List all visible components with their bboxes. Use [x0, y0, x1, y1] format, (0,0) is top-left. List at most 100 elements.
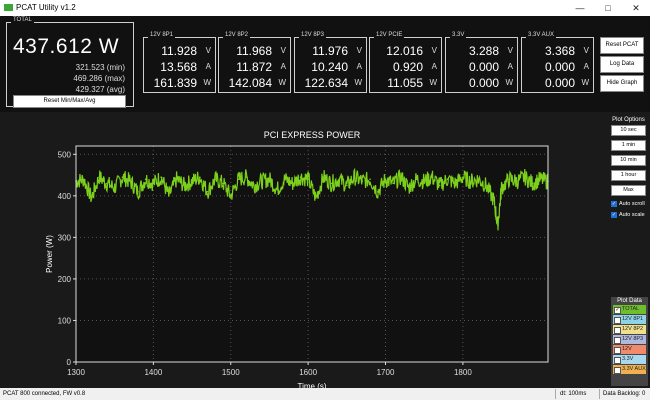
data-point [90, 197, 93, 199]
range-10min-button[interactable]: 10 min [611, 155, 646, 166]
amp-unit: A [583, 62, 589, 71]
rail-power: 11.055 [387, 76, 423, 90]
data-point [477, 178, 480, 181]
connection-status: PCAT 800 connected, FW v0.8 [3, 391, 86, 397]
series-checkbox[interactable] [614, 367, 621, 374]
data-point [82, 178, 85, 181]
series-label: 12V 8P2 [622, 326, 644, 332]
plot-series-toggle[interactable]: ✓ TOTAL [613, 305, 646, 314]
range-1hour-button[interactable]: 1 hour [611, 170, 646, 181]
total-avg: 429.327 (avg) [75, 85, 125, 94]
range-10sec-button[interactable]: 10 sec [611, 125, 646, 136]
chart-title: PCI EXPRESS POWER [264, 130, 361, 140]
plot-series-toggle[interactable]: 12V 8P3 [613, 335, 646, 344]
data-point [523, 176, 526, 178]
maximize-icon[interactable]: □ [605, 3, 611, 13]
data-point [330, 182, 333, 185]
amp-unit: A [205, 62, 211, 71]
log-data-button[interactable]: Log Data [600, 56, 644, 73]
series-checkbox[interactable] [614, 327, 621, 334]
data-point [229, 195, 232, 197]
plot-series-toggle[interactable]: 12V PCIE [613, 345, 646, 361]
data-point [438, 184, 441, 187]
auto-scroll-checkbox[interactable]: ✓ Auto scroll [611, 200, 646, 209]
rail-voltage: 11.968 [236, 44, 272, 58]
rail-current: 0.000 [544, 60, 575, 74]
window-title: PCAT Utility v1.2 [16, 3, 76, 12]
data-point [485, 184, 487, 187]
data-point [446, 178, 449, 181]
data-point [144, 178, 147, 181]
total-label: TOTAL [11, 17, 34, 23]
status-bar: PCAT 800 connected, FW v0.8 dt: 100ms Da… [0, 388, 650, 400]
rail-voltage: 12.016 [386, 44, 423, 58]
data-backlog: Data Backlog: 0 [603, 391, 646, 397]
series-checkbox[interactable] [614, 357, 621, 364]
data-point [199, 176, 201, 178]
plot-series-toggle[interactable]: 3.3V [613, 355, 646, 364]
data-point [454, 182, 456, 185]
data-point [423, 180, 425, 183]
series-label: 12V 8P3 [622, 336, 644, 342]
range-1min-button[interactable]: 1 min [611, 140, 646, 151]
data-point [315, 197, 317, 199]
series-checkbox[interactable]: ✓ [614, 307, 621, 314]
hide-graph-button[interactable]: Hide Graph [600, 75, 644, 92]
app-icon [4, 4, 13, 11]
data-point [469, 180, 472, 183]
x-axis-label: Time (s) [297, 382, 326, 388]
x-tick-label: 1400 [144, 368, 162, 377]
rail-current: 10.240 [311, 60, 348, 74]
rail-label: 3.3V AUX [526, 32, 557, 38]
series-label: 3.3V [622, 356, 634, 362]
volt-unit: V [356, 46, 362, 55]
data-point [369, 178, 371, 181]
rail-power: 161.839 [153, 76, 197, 90]
auto-scale-label: Auto scale [619, 212, 645, 218]
minimize-icon[interactable]: — [575, 3, 585, 13]
total-box: TOTAL 437.612 W 321.523 (min) 469.286 (m… [6, 17, 134, 108]
data-point [299, 176, 302, 178]
range-max-button[interactable]: Max [611, 185, 646, 196]
data-point [206, 190, 209, 193]
volt-unit: V [280, 46, 286, 55]
data-point [152, 182, 155, 185]
y-axis-label: Power (W) [45, 235, 54, 273]
rail-box-12v-8p2: 12V 8P2 11.968 V 11.872 A 142.084 W [218, 32, 291, 93]
data-point [462, 176, 464, 178]
plot-series-toggle[interactable]: 3.3V AUX [613, 365, 646, 374]
series-checkbox[interactable] [614, 317, 621, 324]
reset-pcat-button[interactable]: Reset PCAT [600, 37, 644, 54]
reset-min-max-avg-button[interactable]: Reset Min/Max/Avg [13, 95, 126, 108]
data-point [191, 180, 193, 183]
data-point [392, 182, 395, 185]
data-point [98, 176, 101, 178]
rail-voltage: 11.976 [312, 44, 348, 58]
y-tick-label: 100 [58, 316, 72, 325]
data-point [183, 184, 186, 187]
data-point [400, 176, 402, 178]
rail-box-12v-8p1: 12V 8P1 11.928 V 13.568 A 161.839 W [143, 32, 216, 93]
data-point [384, 178, 387, 181]
rail-label: 12V PCIE [374, 32, 405, 38]
close-icon[interactable]: ✕ [632, 3, 640, 13]
auto-scale-checkbox[interactable]: ✓ Auto scale [611, 211, 646, 220]
plot-series-toggle[interactable]: 12V 8P2 [613, 325, 646, 334]
series-checkbox[interactable] [614, 337, 621, 344]
data-point [268, 178, 271, 181]
volt-unit: V [583, 46, 589, 55]
plot-data-panel: Plot Data ✓ TOTAL 12V 8P1 12V 8P2 12V 8P3 12V… [611, 297, 648, 386]
rail-label: 12V 8P1 [148, 32, 176, 38]
series-checkbox[interactable] [614, 347, 621, 354]
data-point [431, 176, 433, 178]
data-point [214, 178, 217, 181]
data-point [237, 178, 240, 181]
checkmark-icon: ✓ [611, 211, 617, 218]
rail-power: 122.634 [304, 76, 348, 90]
amp-unit: A [431, 62, 437, 71]
plot-series-toggle[interactable]: 12V 8P1 [613, 315, 646, 324]
rail-current: 11.872 [236, 60, 272, 74]
data-point [276, 188, 278, 191]
plot-frame [75, 145, 549, 363]
data-point [415, 178, 418, 181]
